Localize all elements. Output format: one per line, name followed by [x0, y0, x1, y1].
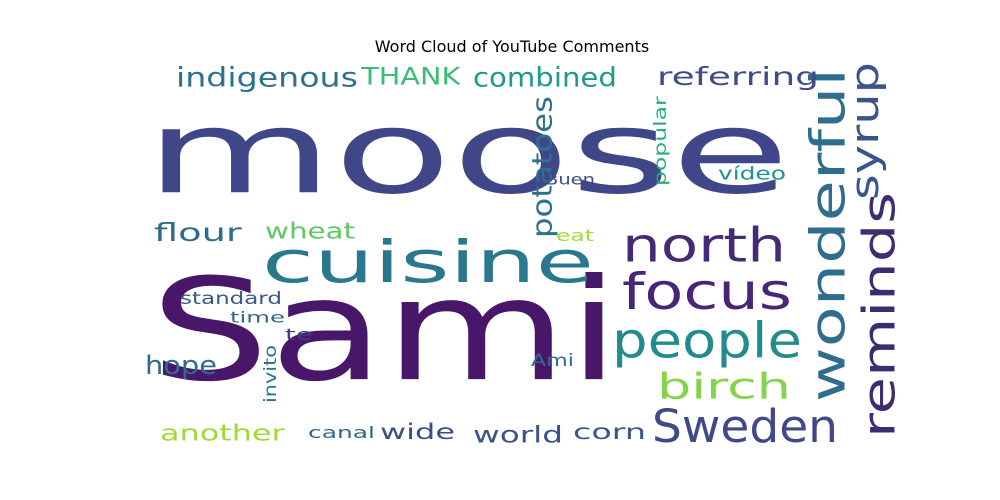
word-sami: Sami: [150, 249, 620, 413]
word-flour: flour: [154, 218, 242, 247]
word-birch: birch: [657, 365, 791, 407]
word-vi-deo: vídeo: [718, 164, 786, 185]
word-wide: wide: [380, 420, 455, 444]
word-thank: THANK: [360, 63, 461, 91]
word-combined: combined: [473, 62, 617, 93]
word-potatoes: potatoes: [527, 96, 559, 238]
word-invito: invito: [261, 345, 281, 403]
word-world: world: [473, 421, 563, 448]
word-eat: eat: [556, 226, 594, 245]
word-sweden: Sweden: [652, 400, 838, 453]
word-people: people: [612, 313, 802, 370]
word-cuisine: cuisine: [262, 228, 594, 296]
word-north: north: [622, 218, 786, 273]
word-buen: Buen: [545, 171, 595, 189]
word-wheat: wheat: [265, 219, 355, 245]
word-another: another: [160, 420, 285, 446]
word-standard: standard: [180, 288, 282, 308]
word-reminds: reminds: [853, 192, 905, 438]
word-ami: Ami: [531, 350, 574, 370]
word-referring: referring: [657, 63, 819, 91]
word-hope: hope: [145, 351, 217, 380]
word-focus: focus: [622, 264, 792, 321]
word-indigenous: indigenous: [176, 63, 358, 94]
word-canal: canal: [308, 423, 375, 442]
word-syrup: syrup: [843, 62, 887, 200]
word-popular: popular: [650, 96, 670, 186]
word-te: te: [285, 326, 313, 345]
word-moose: moose: [145, 85, 790, 220]
word-corn: corn: [573, 419, 646, 444]
chart-title: Word Cloud of YouTube Comments: [375, 37, 649, 56]
word-time: time: [230, 308, 285, 326]
word-wonderful: wonderful: [800, 68, 856, 402]
